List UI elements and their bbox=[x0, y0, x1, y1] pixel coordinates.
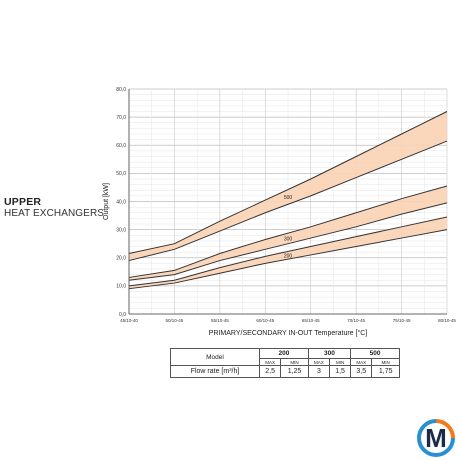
y-tick-label: 60,0 bbox=[116, 143, 126, 149]
x-tick-label: 80/10-45 bbox=[438, 318, 456, 323]
x-tick-label: 45/10-40 bbox=[120, 318, 138, 323]
model-500-min-label: MIN bbox=[371, 358, 400, 366]
logo-ring-orange bbox=[435, 419, 455, 439]
chart-labels: 500 300 200 0,0 10,0 20,0 30,0 40,0 50,0 60,0 70,0… bbox=[103, 87, 456, 337]
y-tick-label: 20,0 bbox=[116, 256, 126, 262]
model-label: Model bbox=[170, 348, 260, 366]
section-title: UPPER HEAT EXCHANGERS bbox=[4, 196, 104, 220]
x-axis-title: PRIMARY/SECONDARY IN-OUT Temperature [°C… bbox=[209, 329, 368, 337]
model-300-min-value: 1,5 bbox=[329, 365, 352, 378]
x-tick-label: 60/10-45 bbox=[256, 318, 274, 323]
x-tick-label: 55/10-45 bbox=[211, 318, 229, 323]
logo-letter: M bbox=[425, 423, 447, 453]
model-300-max-value: 3 bbox=[307, 365, 331, 378]
chart-axes bbox=[128, 89, 447, 315]
model-500-header: 500 bbox=[350, 348, 400, 359]
logo-ring-blue bbox=[417, 419, 455, 457]
y-tick-label: 40,0 bbox=[116, 199, 126, 205]
band-200 bbox=[129, 216, 447, 289]
x-tick-label: 70/10-45 bbox=[347, 318, 365, 323]
section-title-heat-exchangers: HEAT EXCHANGERS bbox=[4, 208, 105, 219]
model-500-max-value: 3,5 bbox=[350, 365, 373, 378]
band-200-label: 200 bbox=[284, 253, 293, 259]
model-300-min-label: MIN bbox=[329, 358, 352, 366]
flow-rate-table: Model 200 300 500 MAX MIN MAX MIN MAX MI… bbox=[170, 348, 400, 378]
y-axis-title: Output [kW] bbox=[103, 183, 110, 220]
x-tick-label: 65/10-45 bbox=[302, 318, 320, 323]
model-500-max-label: MAX bbox=[350, 358, 373, 366]
y-tick-label: 30,0 bbox=[116, 227, 126, 233]
model-300-max-label: MAX bbox=[307, 358, 331, 366]
band-300-lower-line bbox=[128, 202, 448, 281]
band-500-label: 500 bbox=[284, 195, 293, 201]
y-tick-label: 50,0 bbox=[116, 171, 126, 177]
y-tick-label: 80,0 bbox=[116, 87, 126, 93]
band-500-upper-line bbox=[128, 111, 448, 255]
band-200-lower-line bbox=[128, 229, 448, 290]
y-tick-label: 10,0 bbox=[116, 284, 126, 290]
x-tick-label: 50/10-45 bbox=[166, 318, 184, 323]
band-300-label: 300 bbox=[284, 236, 293, 242]
section-title-upper: UPPER bbox=[4, 196, 42, 208]
model-300-header: 300 bbox=[307, 348, 352, 359]
model-200-max-label: MAX bbox=[258, 358, 282, 366]
model-500-min-value: 1,75 bbox=[371, 365, 400, 378]
flow-rate-label: Flow rate [m³/h] bbox=[170, 365, 260, 378]
model-200-max-value: 2,5 bbox=[258, 365, 282, 378]
output-chart: 500 300 200 0,0 10,0 20,0 30,0 40,0 50,0 60,0 70,0… bbox=[103, 87, 456, 337]
y-tick-label: 0,0 bbox=[119, 312, 126, 318]
band-500-lower-line bbox=[128, 140, 448, 262]
band-200-upper-line bbox=[128, 216, 448, 287]
model-200-min-label: MIN bbox=[280, 358, 309, 366]
chart-bands bbox=[128, 111, 448, 290]
model-200-min-value: 1,25 bbox=[280, 365, 309, 378]
model-200-header: 200 bbox=[259, 348, 309, 359]
band-300-upper-line bbox=[128, 185, 448, 278]
x-tick-label: 75/10-45 bbox=[393, 318, 411, 323]
brand-logo-icon: M bbox=[417, 419, 455, 457]
y-tick-label: 70,0 bbox=[116, 115, 126, 121]
